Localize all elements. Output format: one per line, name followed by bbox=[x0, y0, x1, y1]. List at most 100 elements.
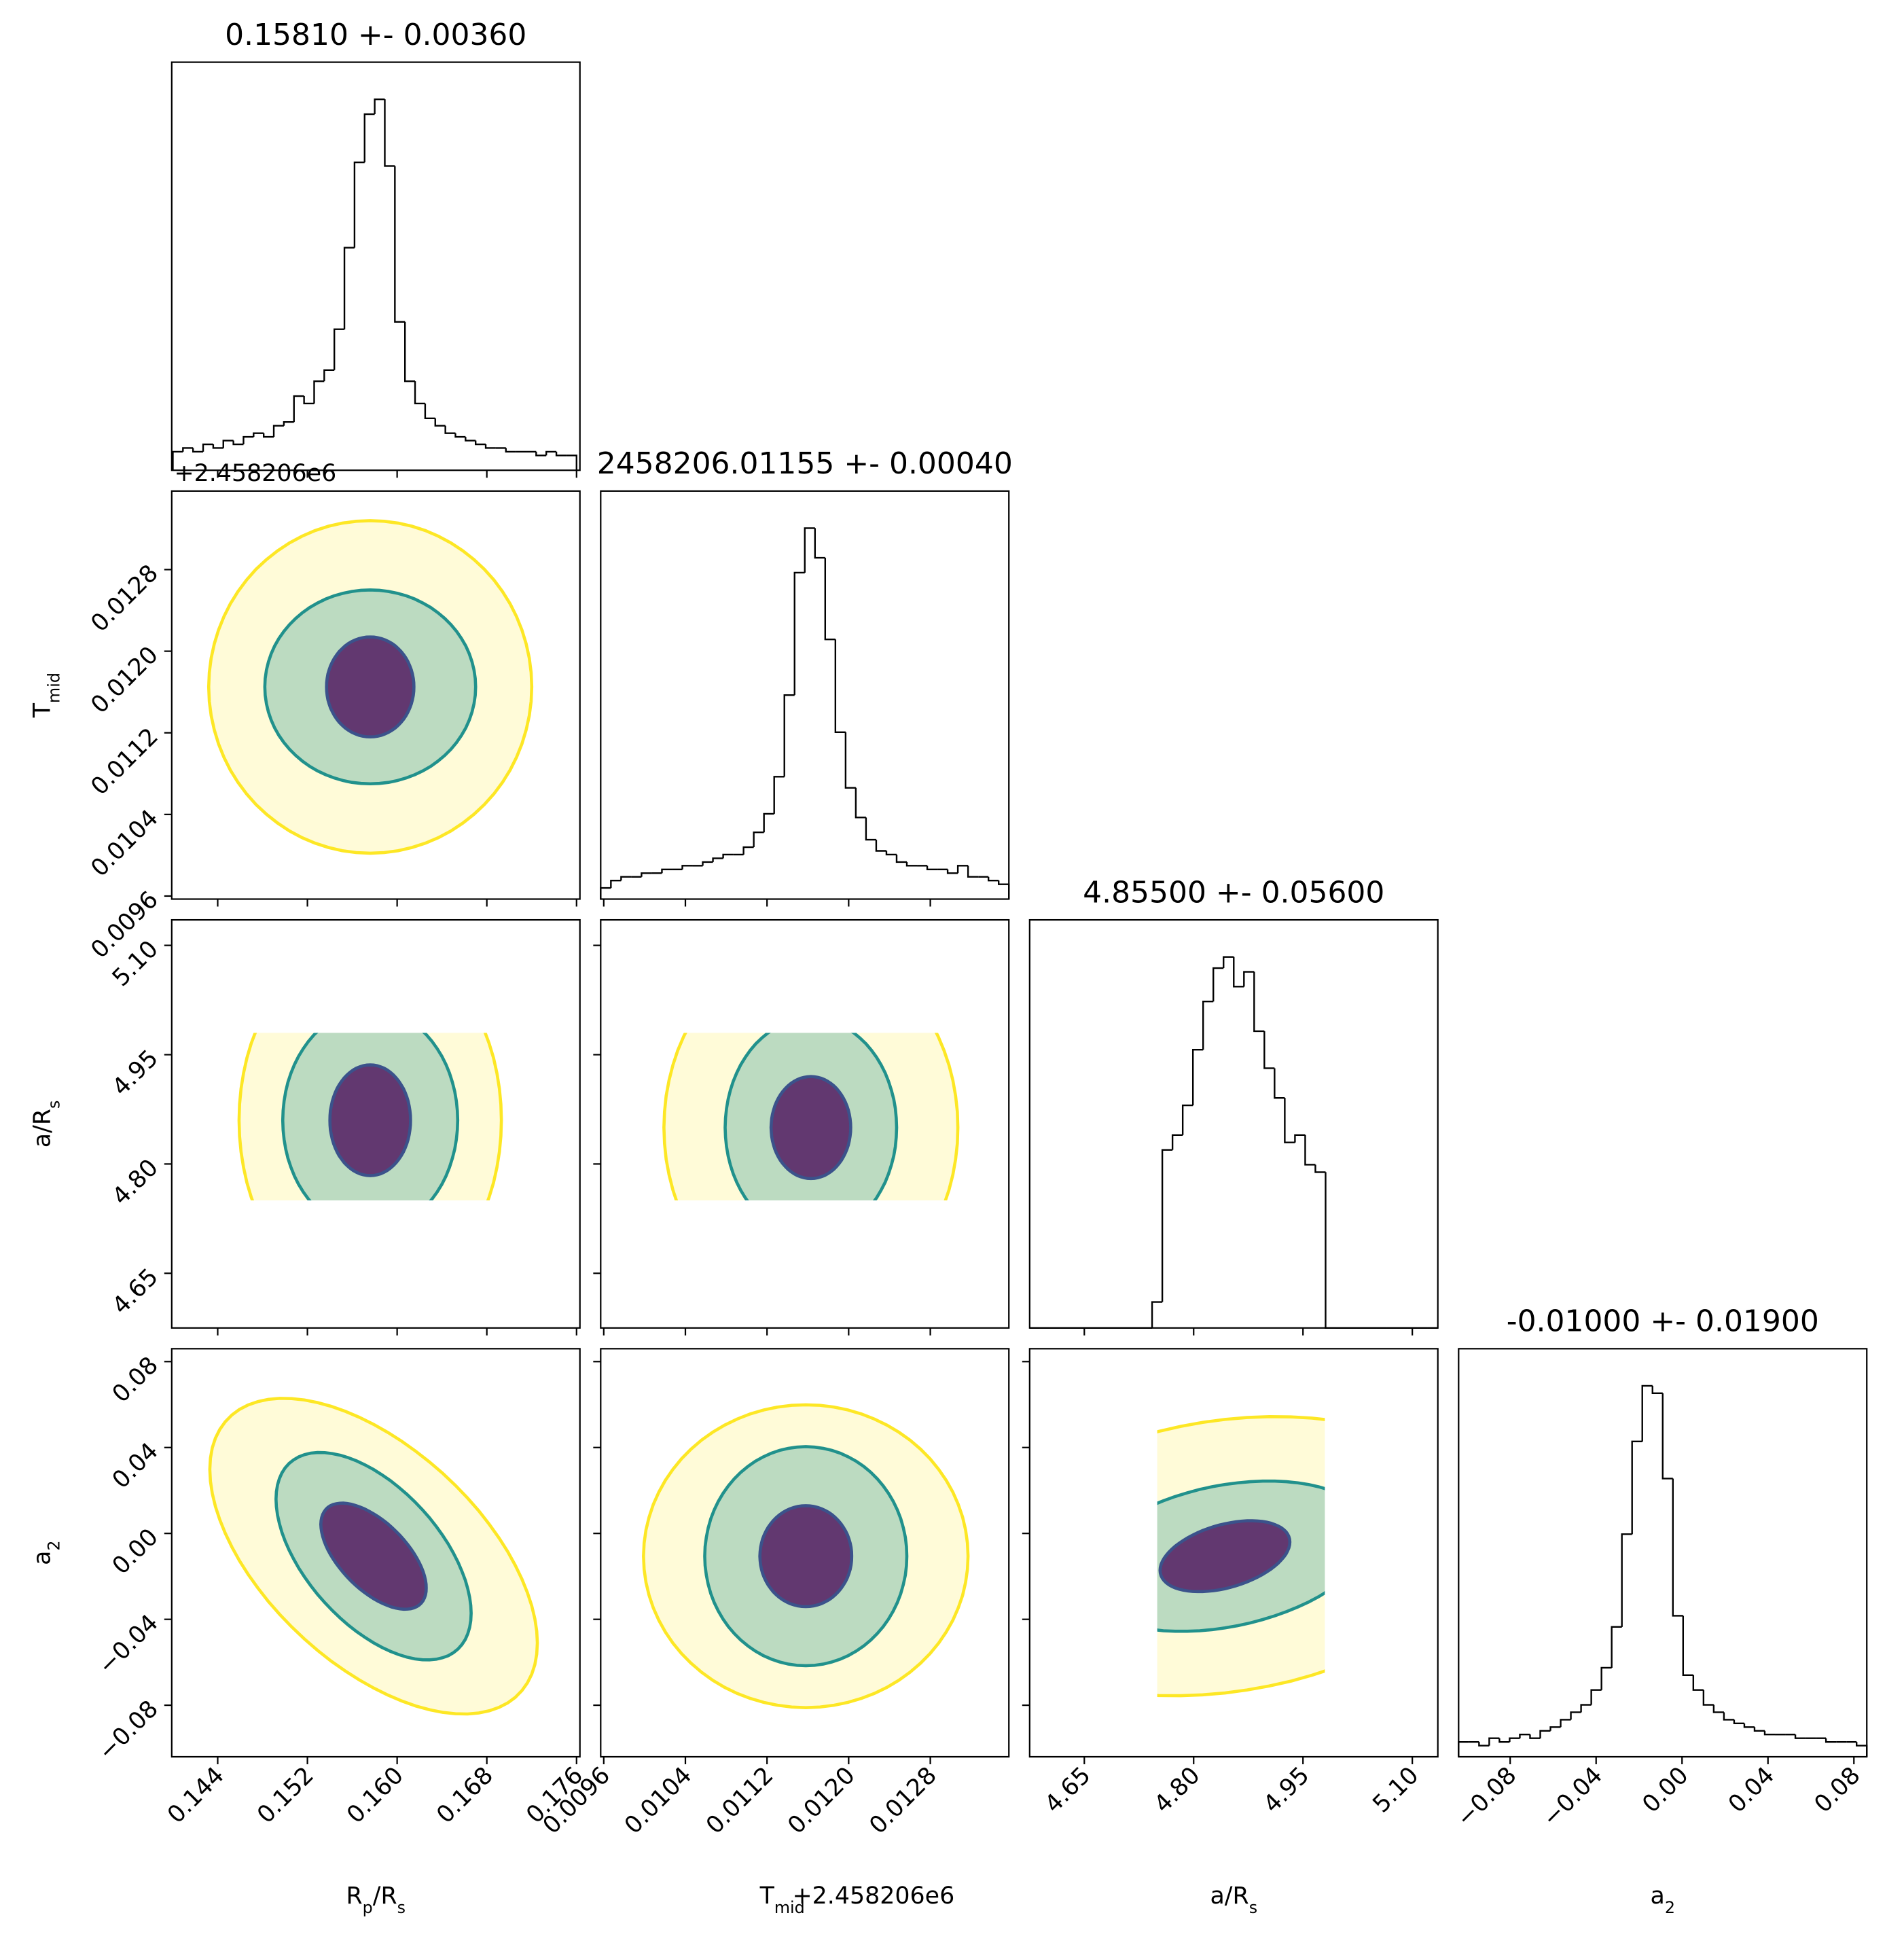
contour-level bbox=[325, 635, 416, 738]
panel-frame bbox=[170, 918, 581, 1329]
hist-bin bbox=[434, 418, 446, 427]
hist-bin bbox=[1519, 1734, 1530, 1738]
hist-bin bbox=[323, 369, 335, 382]
hist-bin bbox=[1580, 1704, 1592, 1713]
hist-bin bbox=[1672, 1478, 1683, 1617]
x-axis-label: Tmid bbox=[759, 1882, 805, 1917]
hist-bin bbox=[424, 403, 435, 419]
hist-bin bbox=[1560, 1719, 1571, 1728]
y-axis-label: a/Rs bbox=[29, 1101, 63, 1148]
hist-bin bbox=[814, 528, 825, 559]
hist-bin bbox=[1314, 1164, 1326, 1173]
hist-bin bbox=[1570, 1711, 1581, 1720]
hist-bin bbox=[1243, 971, 1255, 987]
contour-level bbox=[758, 1504, 854, 1609]
hist-bin bbox=[1753, 1727, 1765, 1732]
hist-bin bbox=[212, 444, 223, 449]
panel-frame bbox=[170, 490, 581, 900]
hist-bin bbox=[804, 527, 815, 573]
hist-bin bbox=[1325, 1172, 1336, 1329]
contour-level bbox=[769, 1075, 852, 1181]
y-tick-label: 0.0104 bbox=[86, 804, 163, 882]
hist-bin bbox=[272, 425, 284, 437]
x-tick-label: −0.08 bbox=[1452, 1762, 1522, 1832]
contour-group bbox=[642, 1403, 970, 1709]
panel-title: 4.85500 +- 0.05600 bbox=[1083, 875, 1384, 910]
hist-bin bbox=[1161, 1149, 1173, 1302]
hist-bin bbox=[484, 444, 496, 449]
hist-bin bbox=[1611, 1626, 1622, 1668]
panel-frame bbox=[600, 1348, 1010, 1758]
hist-bin bbox=[293, 395, 304, 423]
hist-bin bbox=[454, 433, 466, 438]
label-part: 2 bbox=[1665, 1898, 1675, 1917]
hist-bin bbox=[1712, 1704, 1724, 1713]
hist-bin bbox=[172, 450, 183, 471]
hist-bin bbox=[722, 853, 734, 859]
hist-bin bbox=[998, 880, 1010, 899]
hist-bin bbox=[1213, 967, 1224, 1002]
y-tick-label: 0.0112 bbox=[86, 723, 163, 800]
panel-frame bbox=[600, 918, 1010, 1329]
hist-bin bbox=[1274, 1068, 1285, 1099]
x-tick-label: 0.08 bbox=[1810, 1762, 1866, 1818]
x-tick-label: 0.00 bbox=[1638, 1762, 1694, 1818]
label-part: 2 bbox=[44, 1540, 63, 1550]
label-part: a bbox=[1651, 1882, 1665, 1910]
hist-bin bbox=[610, 879, 622, 889]
hist-bin bbox=[1253, 971, 1265, 1033]
y-tick-label: 0.08 bbox=[107, 1352, 164, 1408]
panel-title: 2458206.01155 +- 0.00040 bbox=[597, 446, 1013, 481]
hist-bin bbox=[1458, 1740, 1469, 1757]
label-part: s bbox=[1249, 1898, 1257, 1917]
hist-bin bbox=[353, 161, 365, 248]
contour-level bbox=[319, 1501, 428, 1611]
hist-bin bbox=[824, 558, 836, 641]
hist-bin bbox=[1529, 1734, 1541, 1739]
hist-bin bbox=[1509, 1737, 1520, 1743]
axis-offset: +2.458206e6 bbox=[792, 1882, 954, 1910]
hist-bin bbox=[600, 887, 611, 899]
hist-bin bbox=[1151, 1301, 1163, 1328]
hist-bin bbox=[1621, 1533, 1632, 1627]
hist-bin bbox=[444, 425, 456, 434]
contour-group bbox=[237, 1033, 503, 1201]
axis-offset: +2.458206e6 bbox=[174, 460, 336, 487]
label-part: a bbox=[29, 1551, 56, 1565]
hist-bin bbox=[885, 851, 897, 856]
contour-level bbox=[1158, 1519, 1292, 1594]
hist-bin bbox=[855, 787, 866, 819]
hist-bin bbox=[946, 869, 958, 874]
hist-bin bbox=[182, 447, 194, 452]
x-tick-label: 0.160 bbox=[342, 1762, 409, 1829]
x-axis-label: a2 bbox=[1651, 1882, 1675, 1917]
hist-bin bbox=[661, 868, 672, 874]
hist-bin bbox=[763, 812, 774, 833]
hist-bin bbox=[262, 433, 274, 438]
hist-bin bbox=[1743, 1723, 1755, 1728]
hist-bin bbox=[1856, 1742, 1868, 1757]
hist-bin bbox=[1682, 1615, 1693, 1677]
hist-bin bbox=[793, 571, 805, 696]
y-tick-label: 4.95 bbox=[107, 1045, 164, 1101]
hist-bin bbox=[967, 865, 979, 878]
hist-bin bbox=[283, 421, 294, 426]
x-axis-label: a/Rs bbox=[1210, 1882, 1257, 1917]
hist-bin bbox=[865, 817, 876, 841]
contour-group bbox=[662, 1033, 960, 1201]
panel-frame bbox=[600, 490, 1010, 900]
y-tick-label: 0.0120 bbox=[86, 641, 163, 719]
hist-bin bbox=[1284, 1098, 1295, 1143]
label-part: T bbox=[29, 702, 56, 718]
hist-bin bbox=[243, 435, 254, 445]
hist-bin bbox=[414, 381, 425, 405]
x-tick-label: 0.0120 bbox=[783, 1762, 860, 1839]
hist-bin bbox=[555, 451, 567, 457]
hist-bin bbox=[313, 380, 325, 404]
y-tick-label: 4.65 bbox=[107, 1264, 164, 1320]
hist-bin bbox=[505, 448, 516, 453]
hist-bin bbox=[1304, 1135, 1316, 1166]
x-tick-label: 0.152 bbox=[252, 1762, 319, 1829]
hist-bin bbox=[1488, 1737, 1500, 1746]
